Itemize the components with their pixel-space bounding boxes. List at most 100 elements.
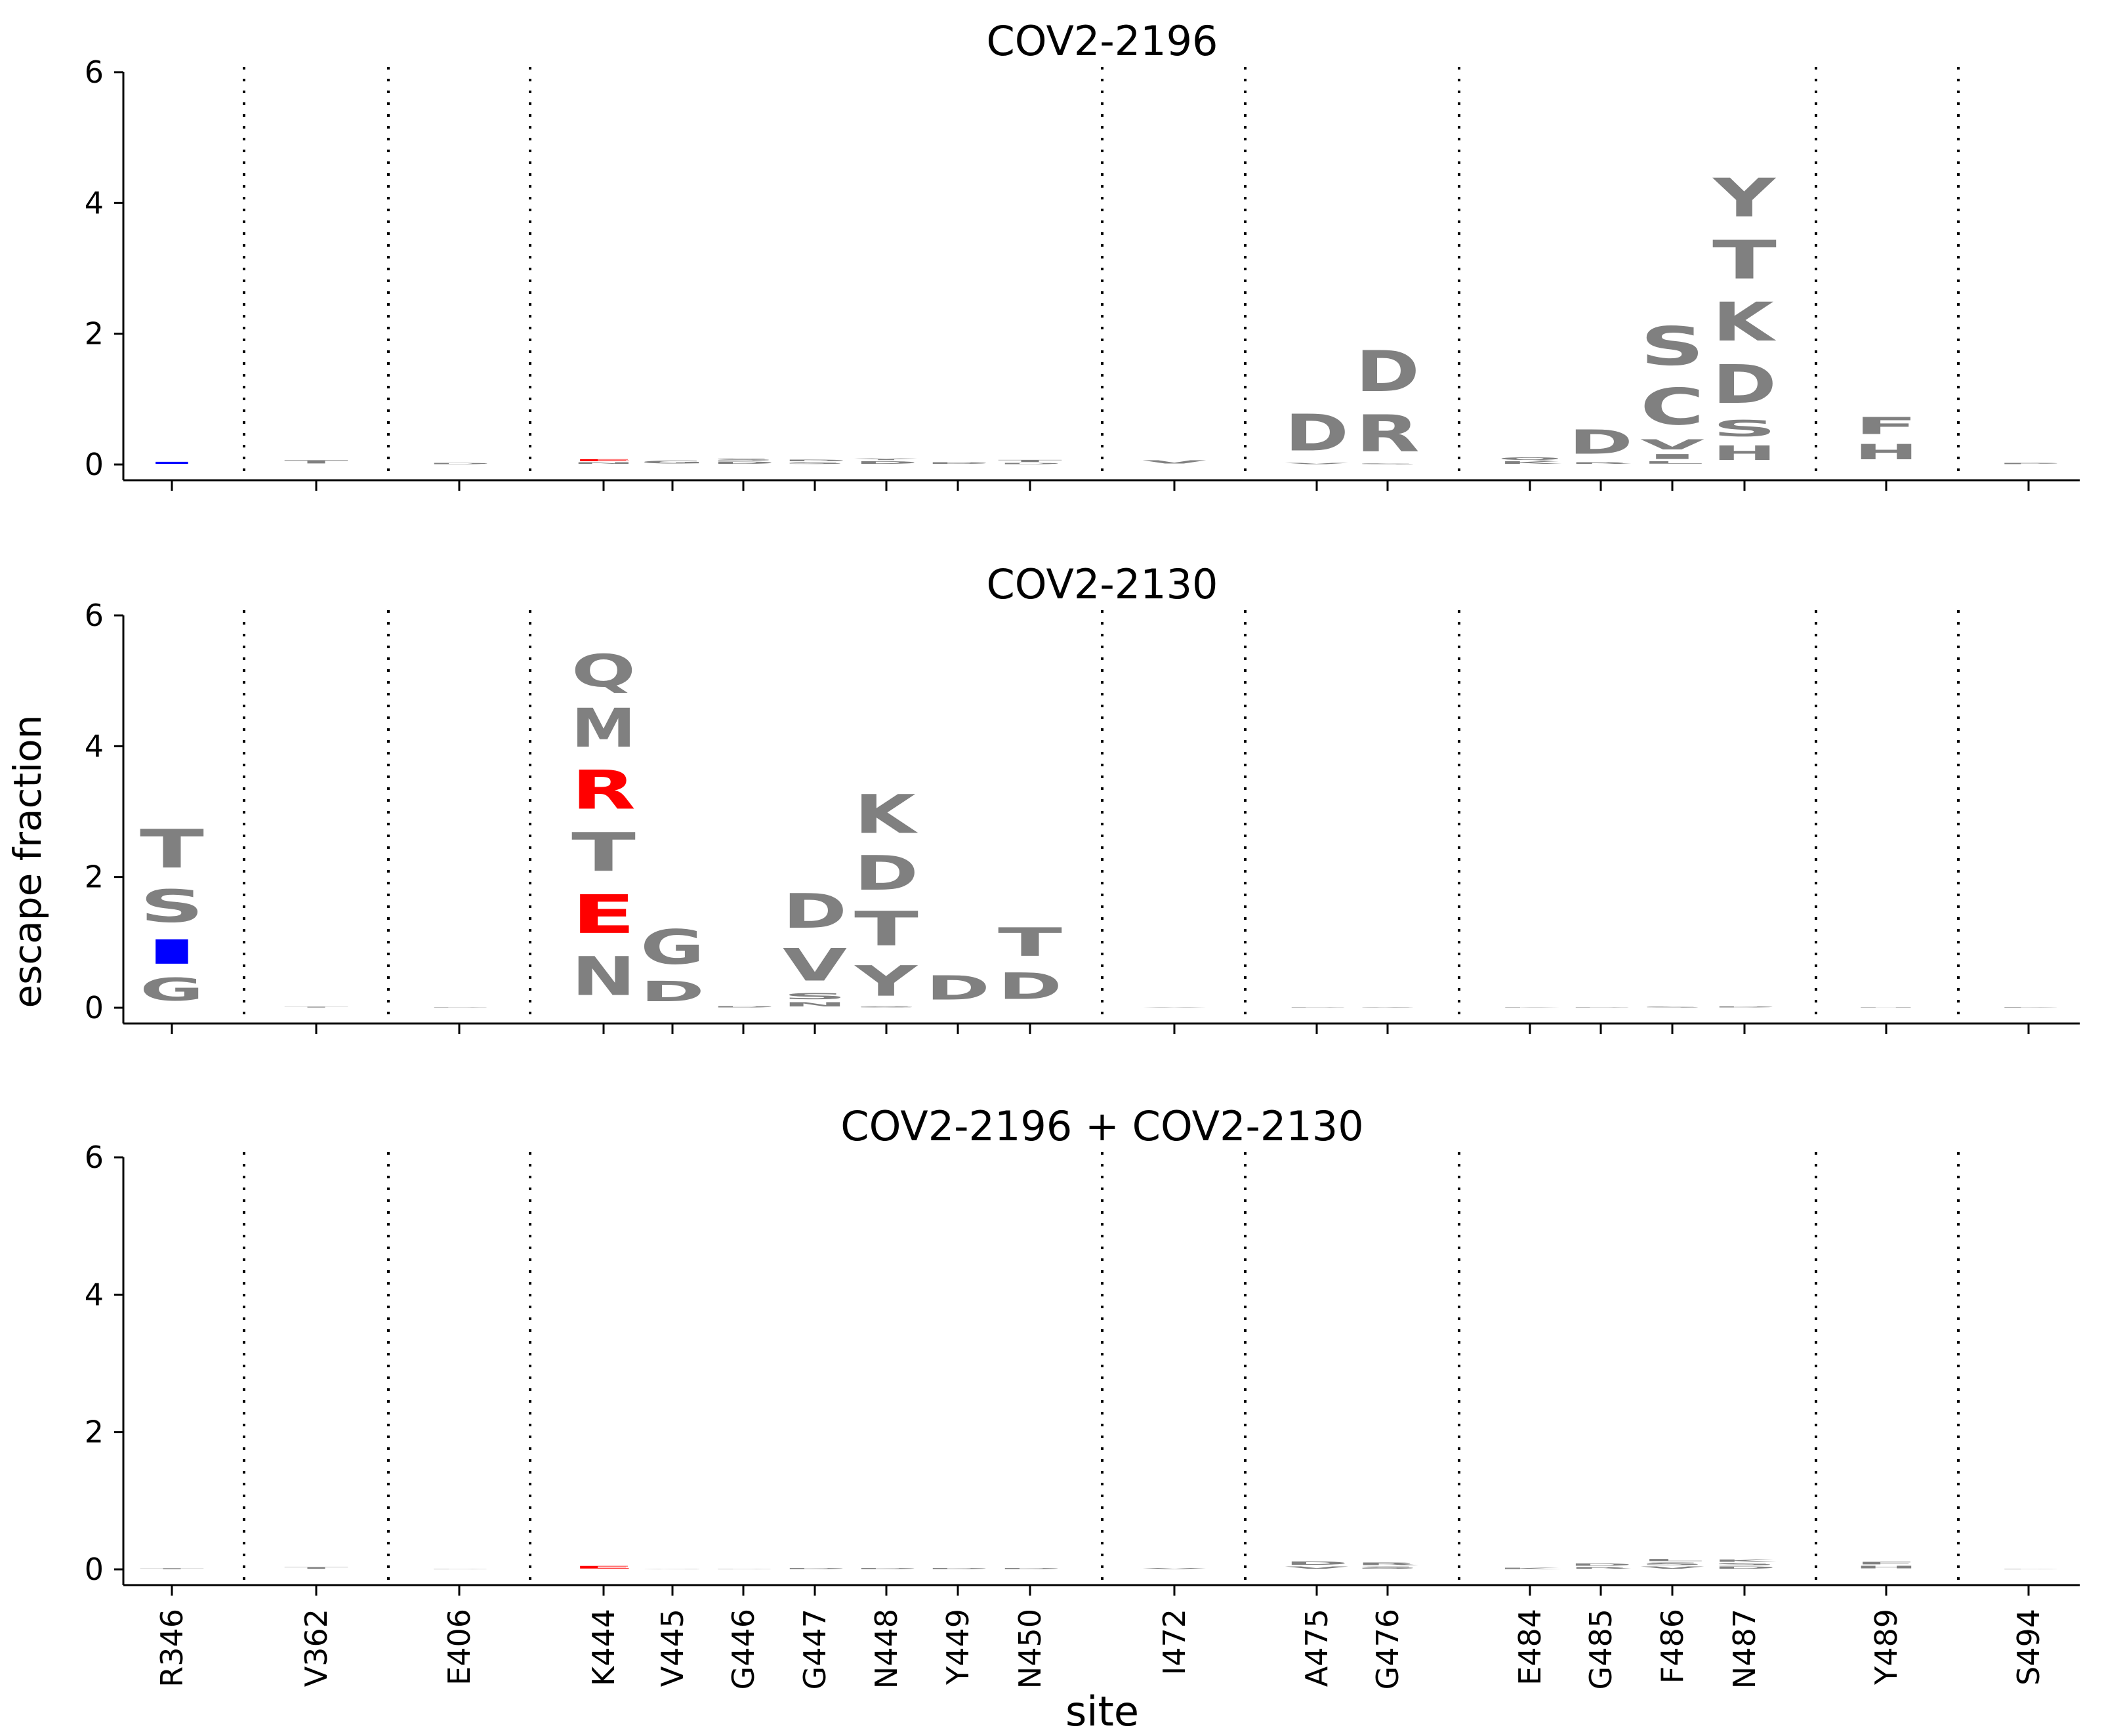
logo-letter: V — [1285, 1566, 1349, 1569]
logo-letter: D — [783, 884, 847, 939]
site-tick-label: Y489 — [1868, 1609, 1904, 1685]
site-tick-label: V362 — [299, 1609, 334, 1687]
logo-letter: D — [926, 1568, 990, 1569]
logo-letter: Y — [854, 458, 918, 461]
logo-letter: T — [284, 459, 348, 465]
y-tick-label: 4 — [85, 1277, 104, 1312]
logo-letter: S — [783, 991, 847, 1001]
y-tick-label: 2 — [85, 859, 104, 895]
logo-letter: D — [711, 1006, 775, 1008]
logo-letter: D — [998, 965, 1062, 1008]
logo-letter: I — [1640, 453, 1704, 461]
site-tick-label: G446 — [726, 1609, 761, 1689]
logo-letter: D — [1569, 1007, 1633, 1008]
y-tick-label: 0 — [85, 447, 104, 482]
logo-letter: D — [998, 1568, 1062, 1569]
logo-letter: N — [783, 1001, 847, 1008]
logo-letter: K — [1712, 1559, 1777, 1562]
logo-letter: D — [1285, 405, 1349, 463]
logo-letter: K — [1498, 461, 1561, 465]
panel-title: COV2-2196 + COV2-2130 — [840, 1102, 1363, 1150]
logo-letter: R — [1569, 462, 1633, 465]
logo-letter: E — [571, 884, 636, 946]
logo-letter: V — [1640, 1566, 1704, 1569]
logo-letter: T — [284, 1006, 348, 1008]
logo-letter: D — [711, 461, 775, 465]
logo-letter: D — [427, 463, 491, 465]
logo-letter: S — [140, 880, 204, 932]
logo-letter: D — [1355, 339, 1420, 404]
logo-letter: K — [1498, 1567, 1562, 1569]
site-tick-label: G447 — [797, 1609, 833, 1689]
logo-letter: S — [711, 458, 775, 461]
logo-letter: D — [1712, 1006, 1777, 1008]
logo-letter: D — [854, 1568, 918, 1569]
logo-letter: S — [1712, 1563, 1777, 1566]
logo-letter: D — [854, 846, 918, 901]
logo-letter: P — [1996, 1007, 2061, 1008]
site-tick-label: K444 — [586, 1609, 621, 1686]
logo-letter: E — [571, 459, 636, 462]
logo-letter: D — [640, 975, 705, 1007]
logo-letter: G — [640, 460, 705, 465]
logo-letter: V — [1285, 463, 1349, 465]
site-tick-label: N448 — [869, 1609, 904, 1689]
y-tick-label: 6 — [85, 1140, 104, 1175]
logo-letter: Y — [854, 957, 918, 1006]
logo-letter: D — [1712, 1566, 1777, 1569]
logo-letter: R — [571, 760, 636, 821]
logo-letter: Q — [571, 646, 636, 697]
logo-letter: D — [783, 1568, 847, 1569]
site-tick-label: A475 — [1299, 1609, 1334, 1687]
logo-letter: S — [854, 1006, 918, 1008]
logo-letter: S — [1640, 1006, 1704, 1008]
logo-letter: K — [1498, 1007, 1562, 1008]
logo-letter: D — [1285, 1560, 1349, 1565]
y-tick-label: 0 — [85, 1552, 104, 1587]
logo-letter: H — [1854, 1565, 1918, 1569]
y-tick-label: 4 — [85, 185, 104, 220]
logo-letter: D — [783, 459, 847, 462]
logo-letter: R — [1355, 404, 1420, 463]
logo-letter: G — [640, 920, 705, 975]
logo-letter: D — [998, 463, 1062, 465]
logo-letter: V — [783, 940, 847, 991]
logo-letter: T — [284, 1567, 348, 1569]
logo-letter: V — [1142, 459, 1207, 465]
site-tick-label: F486 — [1655, 1609, 1690, 1684]
logo-letter: T — [1712, 230, 1777, 291]
logo-letter: S — [1355, 1007, 1420, 1008]
logo-letter: D — [427, 1007, 491, 1008]
logo-letter: S — [1712, 416, 1777, 442]
logo-letter: T — [140, 819, 204, 880]
x-axis-label: site — [1065, 1687, 1139, 1735]
logo-letter: C — [1640, 378, 1704, 436]
logo-letter: K — [1712, 291, 1777, 353]
logo-letter: S — [1355, 463, 1420, 465]
site-tick-label: I472 — [1157, 1609, 1192, 1675]
site-tick-label: S494 — [2011, 1609, 2046, 1685]
logo-letter: S — [1640, 316, 1704, 378]
logo-letter: N — [571, 462, 636, 465]
logo-letter: S — [1640, 1562, 1704, 1566]
logo-letter: H — [1854, 440, 1918, 465]
logo-letter: V — [1142, 1568, 1207, 1569]
logo-letter: L — [1640, 461, 1704, 465]
site-tick-label: E484 — [1512, 1609, 1548, 1685]
logo-letter: T — [998, 920, 1062, 965]
y-tick-label: 6 — [85, 54, 104, 90]
logo-letter: M — [571, 697, 636, 759]
logo-letter: D — [926, 969, 990, 1008]
logo-letter: D — [1569, 1563, 1633, 1567]
logo-letter: V — [1640, 436, 1704, 453]
y-tick-label: 6 — [85, 598, 104, 633]
logo-letter: T — [998, 459, 1062, 463]
site-tick-label: G476 — [1370, 1609, 1405, 1689]
logo-letter: F — [1854, 1561, 1918, 1565]
site-tick-label: Y449 — [940, 1609, 976, 1685]
logo-letter: V — [1142, 1007, 1207, 1008]
